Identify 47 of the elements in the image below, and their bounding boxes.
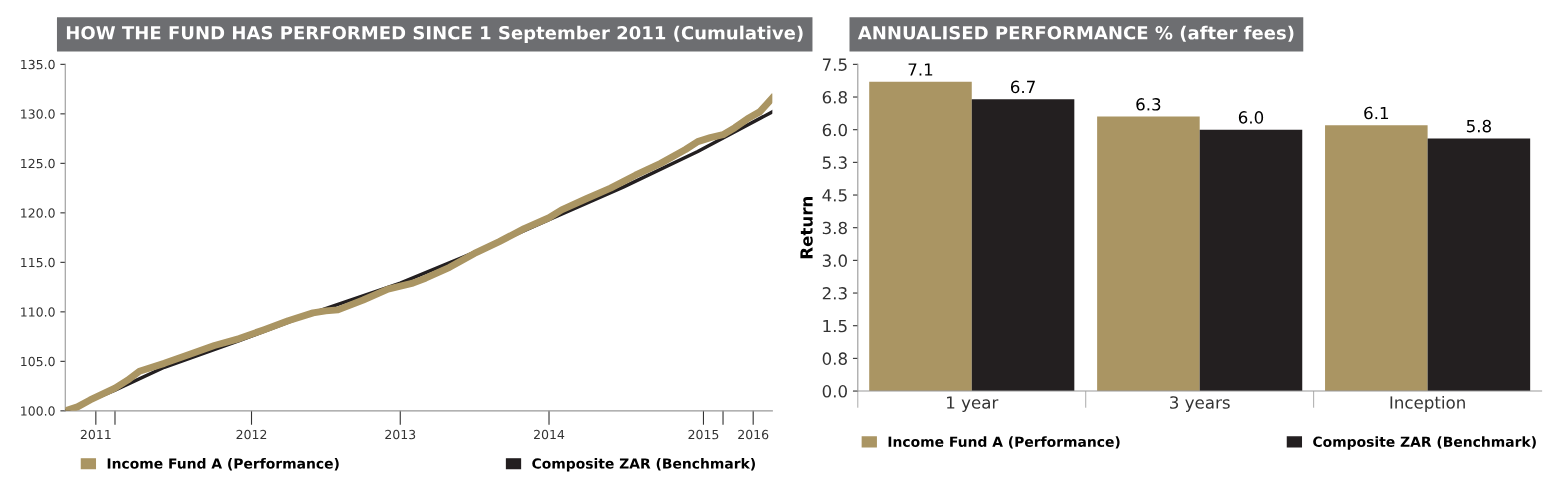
chart-title: ANNUALISED PERFORMANCE % (after fees) <box>857 25 1294 42</box>
y-tick-label: 6.8 <box>822 90 847 104</box>
x-tick-label: 2016 <box>738 429 769 440</box>
bar <box>869 81 972 392</box>
data-label: 6.7 <box>1010 80 1035 94</box>
x-tick-label: 2013 <box>385 429 416 440</box>
legend-label: Composite ZAR (Benchmark) <box>1313 436 1536 450</box>
y-tick-label: 3.8 <box>822 221 847 235</box>
y-tick-label: 100.0 <box>21 406 55 416</box>
data-label: 6.1 <box>1364 106 1389 120</box>
bar <box>1427 138 1531 392</box>
y-tick-label: 110.0 <box>21 307 55 317</box>
data-label: 5.8 <box>1466 119 1491 133</box>
y-tick-label: 105.0 <box>21 356 55 367</box>
x-tick-label: Inception <box>1390 395 1465 413</box>
x-tick-label: 1 year <box>947 396 999 413</box>
y-tick-label: 5.3 <box>822 156 847 169</box>
y-tick-label: 125.0 <box>21 158 55 169</box>
y-tick-label: 130.0 <box>21 109 55 119</box>
legend-label: Income Fund A (Performance) <box>888 436 1120 449</box>
bar <box>1097 116 1200 392</box>
data-label: 7.1 <box>908 63 933 76</box>
y-tick-label: 120.0 <box>21 208 55 218</box>
y-tick-label: 0.0 <box>822 385 847 398</box>
x-tick-label: 2012 <box>236 429 267 440</box>
y-tick-label: 3.0 <box>822 254 847 267</box>
y-tick-label: 6.0 <box>822 123 847 137</box>
y-tick-label: 1.5 <box>823 319 847 333</box>
y-tick-label: 0.8 <box>822 352 847 365</box>
x-tick-label: 3 years <box>1170 396 1230 413</box>
y-tick-label: 7.5 <box>822 58 847 71</box>
bar <box>1199 129 1303 392</box>
x-tick-label: 2011 <box>80 429 111 440</box>
legend-label: Composite ZAR (Benchmark) <box>532 458 755 472</box>
x-tick-label: 2014 <box>534 429 565 440</box>
y-tick-label: 135.0 <box>21 59 55 70</box>
data-label: 6.3 <box>1136 98 1161 111</box>
y-tick-label: 4.5 <box>822 189 847 202</box>
chart-title: HOW THE FUND HAS PERFORMED SINCE 1 September 2011 (Cumulative) <box>66 25 803 44</box>
data-label: 6.0 <box>1238 111 1264 124</box>
y-axis-title: Return <box>800 196 813 259</box>
bar <box>1325 125 1428 392</box>
bar <box>971 99 1075 392</box>
x-tick-label: 2015 <box>688 429 719 440</box>
y-tick-label: 115.0 <box>21 257 55 268</box>
legend-label: Income Fund A (Performance) <box>107 458 339 471</box>
y-tick-label: 2.3 <box>822 287 847 300</box>
